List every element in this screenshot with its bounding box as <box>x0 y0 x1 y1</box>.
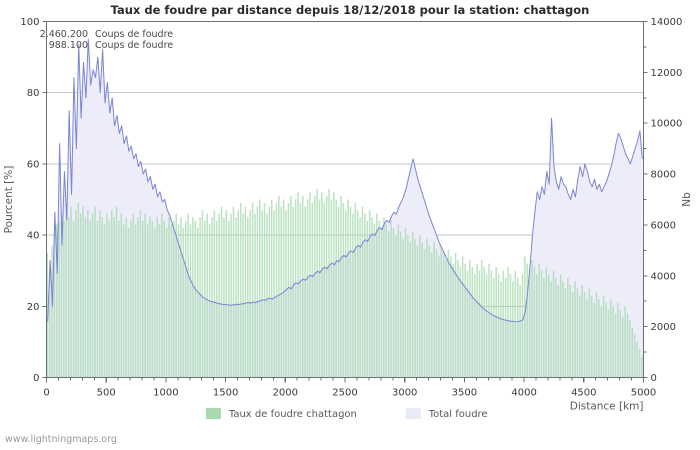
svg-text:4500: 4500 <box>571 388 596 399</box>
footer-watermark: www.lightningmaps.org <box>5 434 117 445</box>
y-axis-label-right: Nb <box>681 192 693 207</box>
y-axis-label-left: Pourcent [%] <box>3 166 15 234</box>
legend-item[interactable]: Taux de foudre chattagon <box>205 408 357 420</box>
svg-text:60: 60 <box>27 159 40 170</box>
svg-text:4000: 4000 <box>511 388 536 399</box>
svg-text:2000: 2000 <box>651 322 676 333</box>
svg-text:4000: 4000 <box>651 271 676 282</box>
svg-text:0: 0 <box>33 373 39 384</box>
annotation-station-value: 988.100 <box>49 40 88 51</box>
svg-text:2500: 2500 <box>332 388 357 399</box>
chart-legend: Taux de foudre chattagon Total foudre <box>205 408 488 420</box>
svg-text:3500: 3500 <box>452 388 477 399</box>
svg-text:500: 500 <box>97 388 116 399</box>
svg-text:10000: 10000 <box>651 119 683 130</box>
svg-text:80: 80 <box>27 88 40 99</box>
axis-tick-labels: 0204060801000200040006000800010000120001… <box>20 17 682 399</box>
annotation-total-label: Coups de foudre <box>95 29 173 40</box>
svg-text:3000: 3000 <box>392 388 417 399</box>
legend-item[interactable]: Total foudre <box>405 408 488 420</box>
svg-text:0: 0 <box>43 388 49 399</box>
x-axis-label: Distance [km] <box>570 401 644 413</box>
svg-text:100: 100 <box>20 17 39 28</box>
axis-ticks <box>42 21 648 383</box>
svg-text:20: 20 <box>27 302 40 313</box>
svg-text:12000: 12000 <box>651 68 683 79</box>
svg-text:1500: 1500 <box>213 388 238 399</box>
svg-text:5000: 5000 <box>631 388 656 399</box>
svg-text:14000: 14000 <box>651 17 683 28</box>
svg-text:2000: 2000 <box>273 388 298 399</box>
series-total-foudre-line <box>47 38 643 323</box>
chart-title: Taux de foudre par distance depuis 18/12… <box>110 3 590 17</box>
annotation-total-value: 2.460.200 <box>40 29 88 40</box>
svg-text:6000: 6000 <box>651 220 676 231</box>
svg-text:0: 0 <box>651 373 657 384</box>
svg-text:40: 40 <box>27 231 40 242</box>
legend-label: Total foudre <box>428 409 488 420</box>
series-taux-de-foudre-bars <box>46 188 643 378</box>
svg-text:1000: 1000 <box>153 388 178 399</box>
legend-label: Taux de foudre chattagon <box>228 409 357 420</box>
svg-text:8000: 8000 <box>651 170 676 181</box>
annotation-station-label: Coups de foudre <box>95 40 173 51</box>
